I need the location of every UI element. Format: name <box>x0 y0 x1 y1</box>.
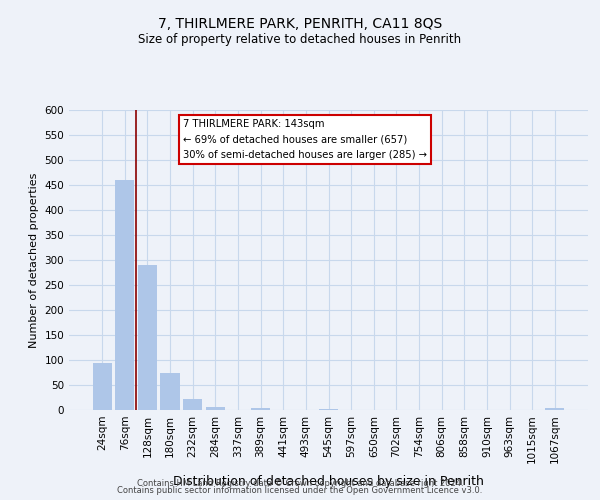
Bar <box>160 372 180 410</box>
X-axis label: Distribution of detached houses by size in Penrith: Distribution of detached houses by size … <box>173 474 484 488</box>
Text: 7, THIRLMERE PARK, PENRITH, CA11 8QS: 7, THIRLMERE PARK, PENRITH, CA11 8QS <box>158 18 442 32</box>
Text: Contains HM Land Registry data © Crown copyright and database right 2024.: Contains HM Land Registry data © Crown c… <box>137 478 463 488</box>
Text: Size of property relative to detached houses in Penrith: Size of property relative to detached ho… <box>139 32 461 46</box>
Y-axis label: Number of detached properties: Number of detached properties <box>29 172 39 348</box>
Bar <box>545 408 565 410</box>
Bar <box>115 180 134 410</box>
Bar <box>319 408 338 410</box>
Text: Contains public sector information licensed under the Open Government Licence v3: Contains public sector information licen… <box>118 486 482 495</box>
Bar <box>183 398 202 410</box>
Bar <box>206 406 225 410</box>
Bar <box>138 265 157 410</box>
Text: 7 THIRLMERE PARK: 143sqm
← 69% of detached houses are smaller (657)
30% of semi-: 7 THIRLMERE PARK: 143sqm ← 69% of detach… <box>183 119 427 160</box>
Bar <box>92 362 112 410</box>
Bar <box>251 408 270 410</box>
